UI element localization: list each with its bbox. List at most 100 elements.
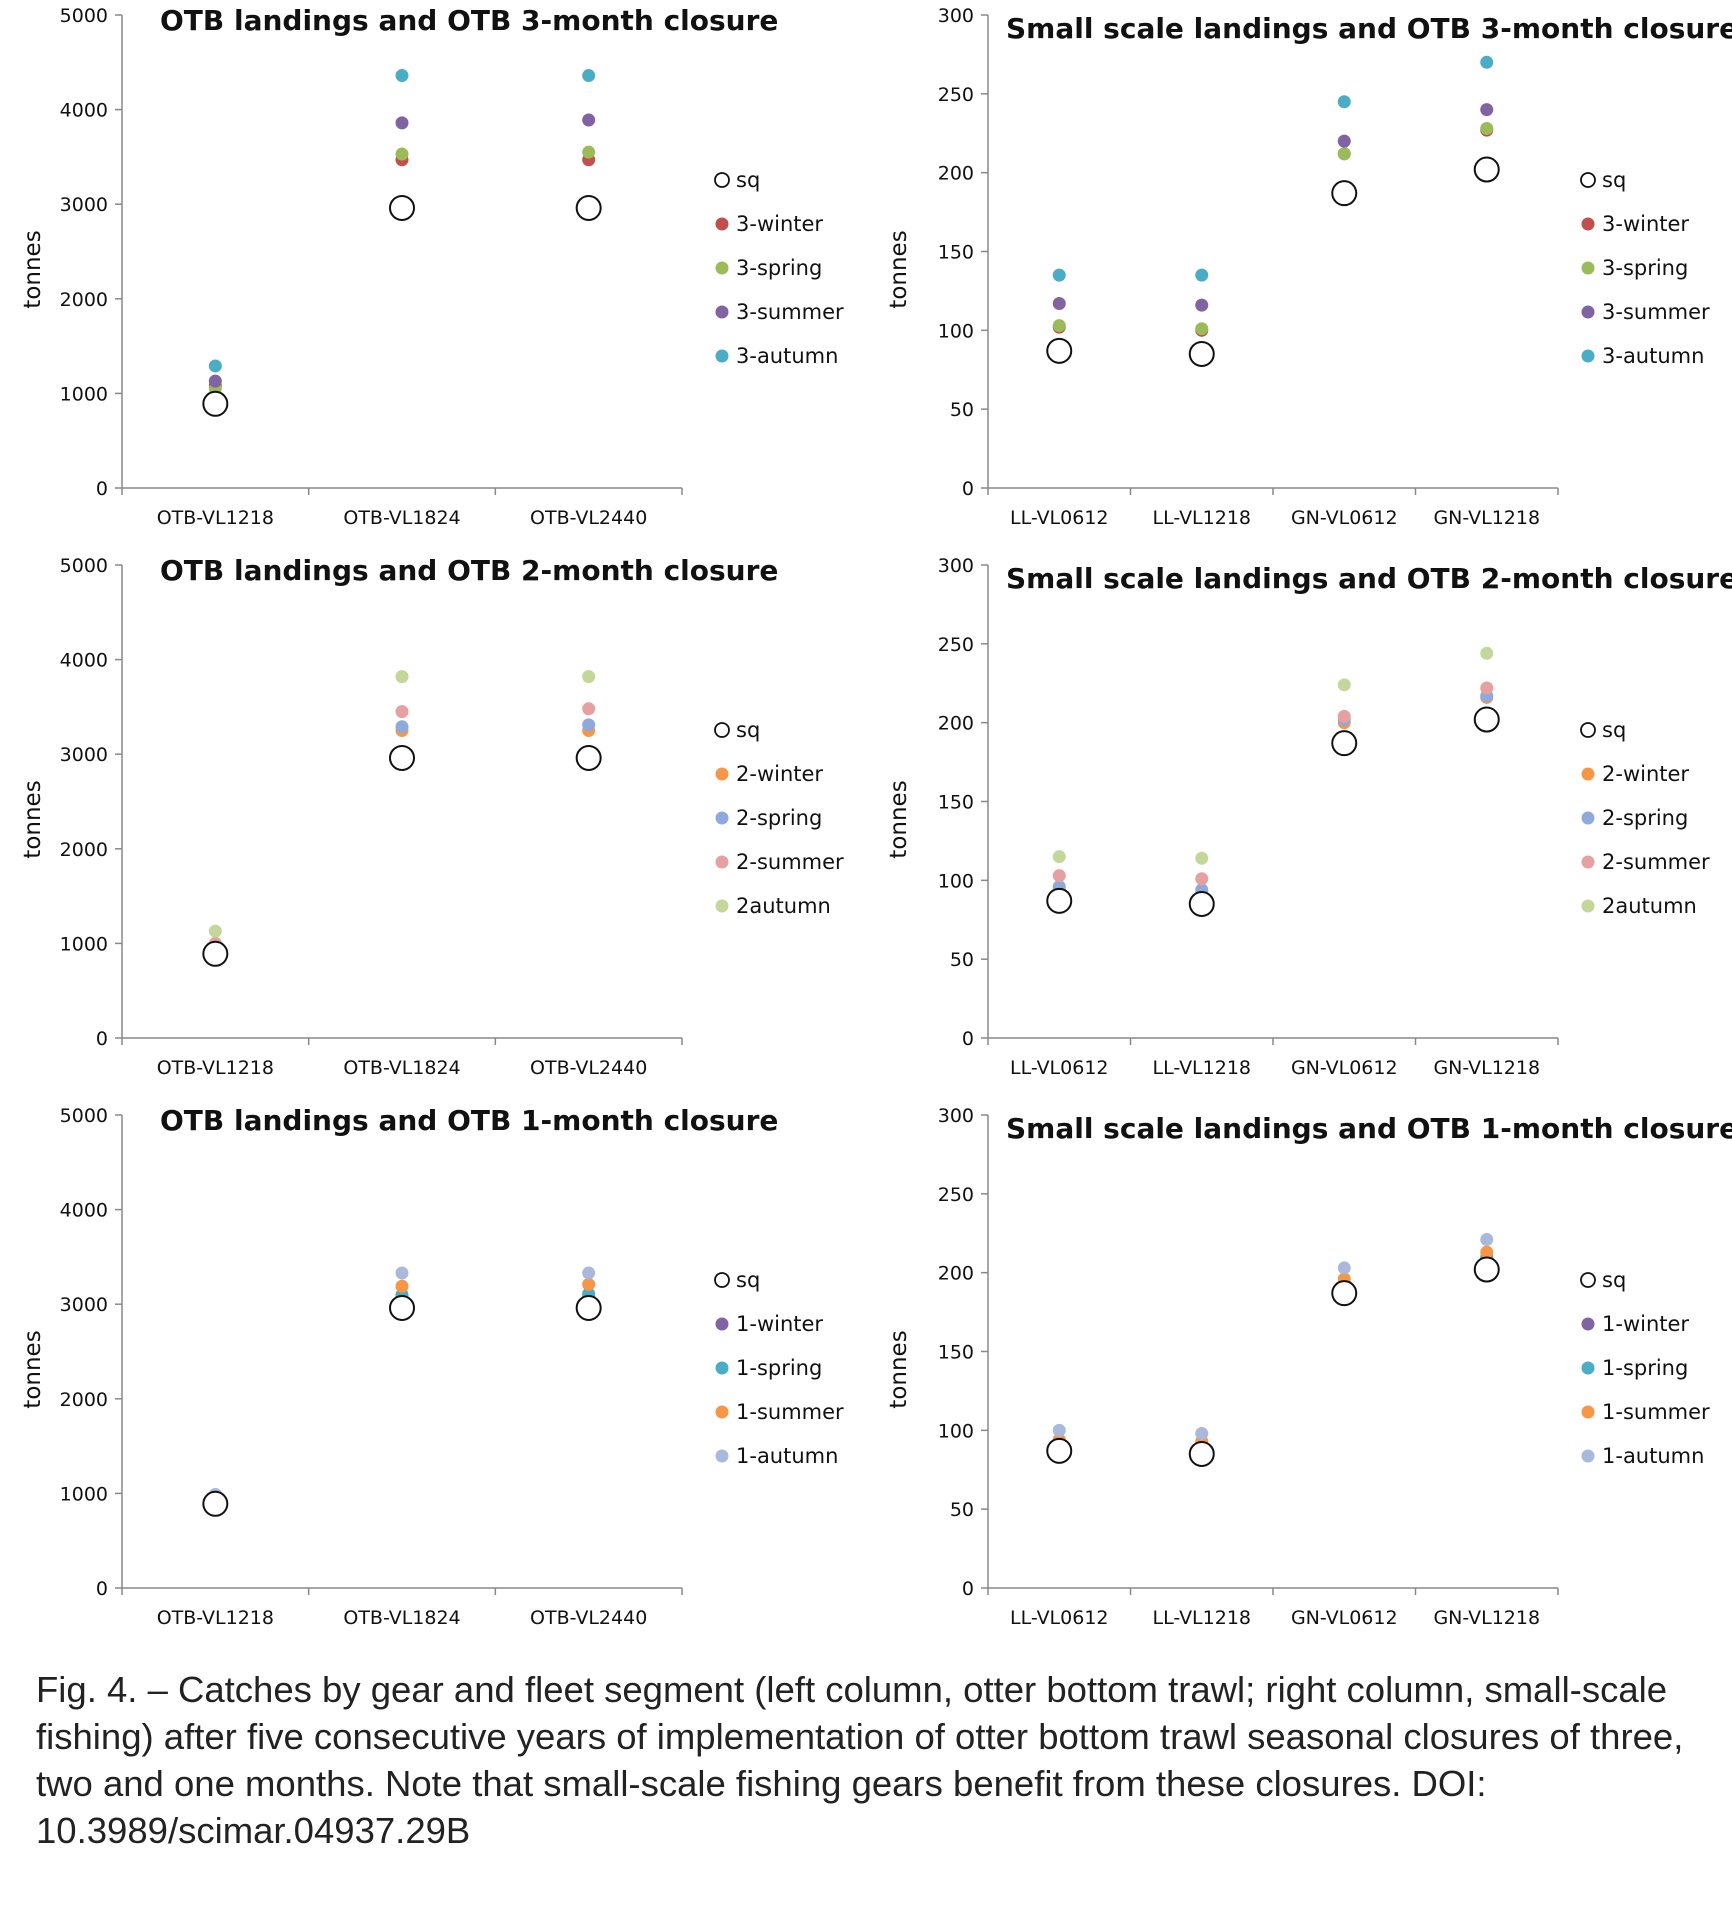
y-tick-label: 4000	[60, 650, 108, 672]
y-axis-label: tonnes	[20, 1330, 46, 1408]
data-point-2autumn	[1480, 646, 1494, 660]
data-point-sq	[575, 194, 602, 221]
x-tick-label: LL-VL1218	[1152, 1057, 1251, 1079]
legend-marker-sq	[1580, 722, 1596, 738]
legend-marker-sq	[714, 1272, 730, 1288]
data-point-1-autumn	[1195, 1426, 1209, 1440]
legend-label: sq	[1602, 168, 1626, 192]
legend-marker-3-winter	[1581, 217, 1595, 231]
data-point-2-summer	[395, 705, 409, 719]
y-tick-label: 100	[938, 1420, 974, 1442]
x-tick-label: LL-VL1218	[1152, 507, 1251, 529]
data-point-3-summer	[1052, 297, 1066, 311]
data-point-sq	[1046, 1437, 1073, 1464]
legend-label: 3-summer	[736, 300, 844, 324]
data-point-sq	[575, 744, 602, 771]
legend-label: 3-autumn	[1602, 344, 1704, 368]
data-point-3-summer	[395, 116, 409, 130]
data-point-sq	[1331, 730, 1358, 757]
data-point-1-autumn	[1337, 1261, 1351, 1275]
legend-marker-2-summer	[1581, 855, 1595, 869]
figure-caption: Fig. 4. – Catches by gear and fleet segm…	[36, 1669, 1684, 1851]
data-point-sq	[1331, 180, 1358, 207]
y-tick-label: 5000	[60, 1105, 108, 1127]
y-tick-label: 0	[96, 1578, 108, 1600]
data-point-1-autumn	[1052, 1423, 1066, 1437]
y-tick-label: 4000	[60, 100, 108, 122]
y-tick-label: 150	[938, 792, 974, 814]
data-point-sq	[202, 390, 229, 417]
data-point-1-autumn	[395, 1266, 409, 1280]
legend-label: 2-spring	[736, 806, 822, 830]
y-tick-label: 3000	[60, 194, 108, 216]
legend-marker-2autumn	[715, 899, 729, 913]
x-tick-label: OTB-VL2440	[530, 1057, 647, 1079]
legend-label: 2autumn	[1602, 894, 1697, 918]
legend-label: sq	[736, 718, 760, 742]
chart-title: Small scale landings and OTB 1-month clo…	[1006, 1112, 1732, 1145]
legend-marker-3-summer	[1581, 305, 1595, 319]
x-tick-label: LL-VL0612	[1010, 507, 1109, 529]
chart-svg: Small scale landings and OTB 2-month clo…	[886, 555, 1732, 1079]
x-tick-label: GN-VL0612	[1291, 507, 1398, 529]
chart-panel-otb-1-month: OTB landings and OTB 1-month closure 0 100…	[0, 1100, 866, 1650]
legend-label: 2-summer	[1602, 850, 1710, 874]
chart-panel-otb-2-month: OTB landings and OTB 2-month closure 0 100…	[0, 550, 866, 1100]
data-point-1-summer	[1480, 1245, 1494, 1259]
y-tick-label: 50	[950, 1499, 974, 1521]
legend-label: 2autumn	[736, 894, 831, 918]
y-tick-label: 300	[938, 555, 974, 577]
data-point-3-spring	[1337, 147, 1351, 161]
x-tick-label: OTB-VL1218	[157, 507, 274, 529]
data-point-3-summer	[208, 374, 222, 388]
x-tick-label: OTB-VL1824	[343, 1057, 460, 1079]
x-tick-label: OTB-VL1218	[157, 1607, 274, 1629]
y-tick-label: 0	[962, 1028, 974, 1050]
legend-label: sq	[736, 168, 760, 192]
x-tick-label: LL-VL0612	[1010, 1057, 1109, 1079]
y-axis-label: tonnes	[20, 780, 46, 858]
legend-label: 1-autumn	[1602, 1444, 1704, 1468]
data-point-2autumn	[582, 670, 596, 684]
legend-marker-1-autumn	[1581, 1449, 1595, 1463]
y-axis-label: tonnes	[886, 780, 912, 858]
data-point-sq	[389, 744, 415, 771]
legend-label: 3-winter	[736, 212, 823, 236]
legend-label: sq	[1602, 718, 1626, 742]
legend-marker-2-spring	[1581, 811, 1595, 825]
data-point-3-summer	[1337, 134, 1351, 148]
data-point-2autumn	[1337, 678, 1351, 692]
legend-label: 1-spring	[1602, 1356, 1688, 1380]
x-tick-label: GN-VL1218	[1433, 1607, 1540, 1629]
y-tick-label: 150	[938, 242, 974, 264]
legend-marker-1-winter	[715, 1317, 729, 1331]
data-point-3-spring	[1195, 322, 1209, 336]
data-point-sq	[1473, 156, 1500, 183]
y-tick-label: 3000	[60, 744, 108, 766]
data-point-1-summer	[582, 1277, 596, 1291]
y-tick-label: 100	[938, 870, 974, 892]
y-tick-label: 200	[938, 713, 974, 735]
y-tick-label: 200	[938, 163, 974, 185]
x-tick-label: GN-VL1218	[1433, 507, 1540, 529]
legend-marker-2-spring	[715, 811, 729, 825]
data-point-3-autumn	[395, 69, 409, 83]
legend-marker-1-spring	[1581, 1361, 1595, 1375]
chart-panel-small-scale-3-month: Small scale landings and OTB 3-month clo…	[866, 0, 1732, 550]
y-tick-label: 1000	[60, 383, 108, 405]
legend-marker-2-winter	[715, 767, 729, 781]
y-tick-label: 0	[96, 1028, 108, 1050]
data-point-1-summer	[395, 1279, 409, 1293]
chart-title: OTB landings and OTB 3-month closure	[160, 4, 778, 37]
y-tick-label: 3000	[60, 1294, 108, 1316]
x-tick-label: OTB-VL2440	[530, 507, 647, 529]
x-tick-label: GN-VL1218	[1433, 1057, 1540, 1079]
legend-label: 3-summer	[1602, 300, 1710, 324]
y-axis-label: tonnes	[886, 1330, 912, 1408]
y-tick-label: 250	[938, 634, 974, 656]
y-tick-label: 0	[962, 478, 974, 500]
y-tick-label: 100	[938, 320, 974, 342]
y-tick-label: 2000	[60, 289, 108, 311]
data-point-sq	[202, 940, 229, 967]
legend-marker-3-spring	[715, 261, 729, 275]
